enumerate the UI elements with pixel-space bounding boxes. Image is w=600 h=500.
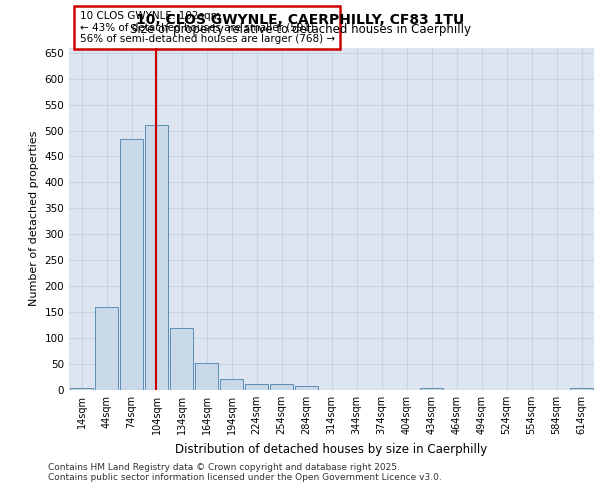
Bar: [194, 363, 218, 390]
Text: 10 CLOS GWYNLE: 102sqm
← 43% of detached houses are smaller (591)
56% of semi-de: 10 CLOS GWYNLE: 102sqm ← 43% of detached…: [79, 11, 335, 44]
Bar: [419, 388, 443, 390]
Bar: [295, 386, 319, 390]
Bar: [95, 307, 118, 390]
Bar: [70, 388, 94, 390]
Y-axis label: Number of detached properties: Number of detached properties: [29, 131, 39, 306]
Bar: [119, 140, 143, 390]
Bar: [220, 378, 244, 390]
Bar: [170, 328, 193, 390]
X-axis label: Distribution of detached houses by size in Caerphilly: Distribution of detached houses by size …: [175, 442, 488, 456]
Bar: [269, 384, 293, 390]
Text: Size of property relative to detached houses in Caerphilly: Size of property relative to detached ho…: [130, 24, 470, 36]
Text: Contains HM Land Registry data © Crown copyright and database right 2025.
Contai: Contains HM Land Registry data © Crown c…: [48, 463, 442, 482]
Bar: [145, 126, 169, 390]
Bar: [569, 388, 593, 390]
Text: 10, CLOS GWYNLE, CAERPHILLY, CF83 1TU: 10, CLOS GWYNLE, CAERPHILLY, CF83 1TU: [136, 12, 464, 26]
Bar: [245, 384, 268, 390]
